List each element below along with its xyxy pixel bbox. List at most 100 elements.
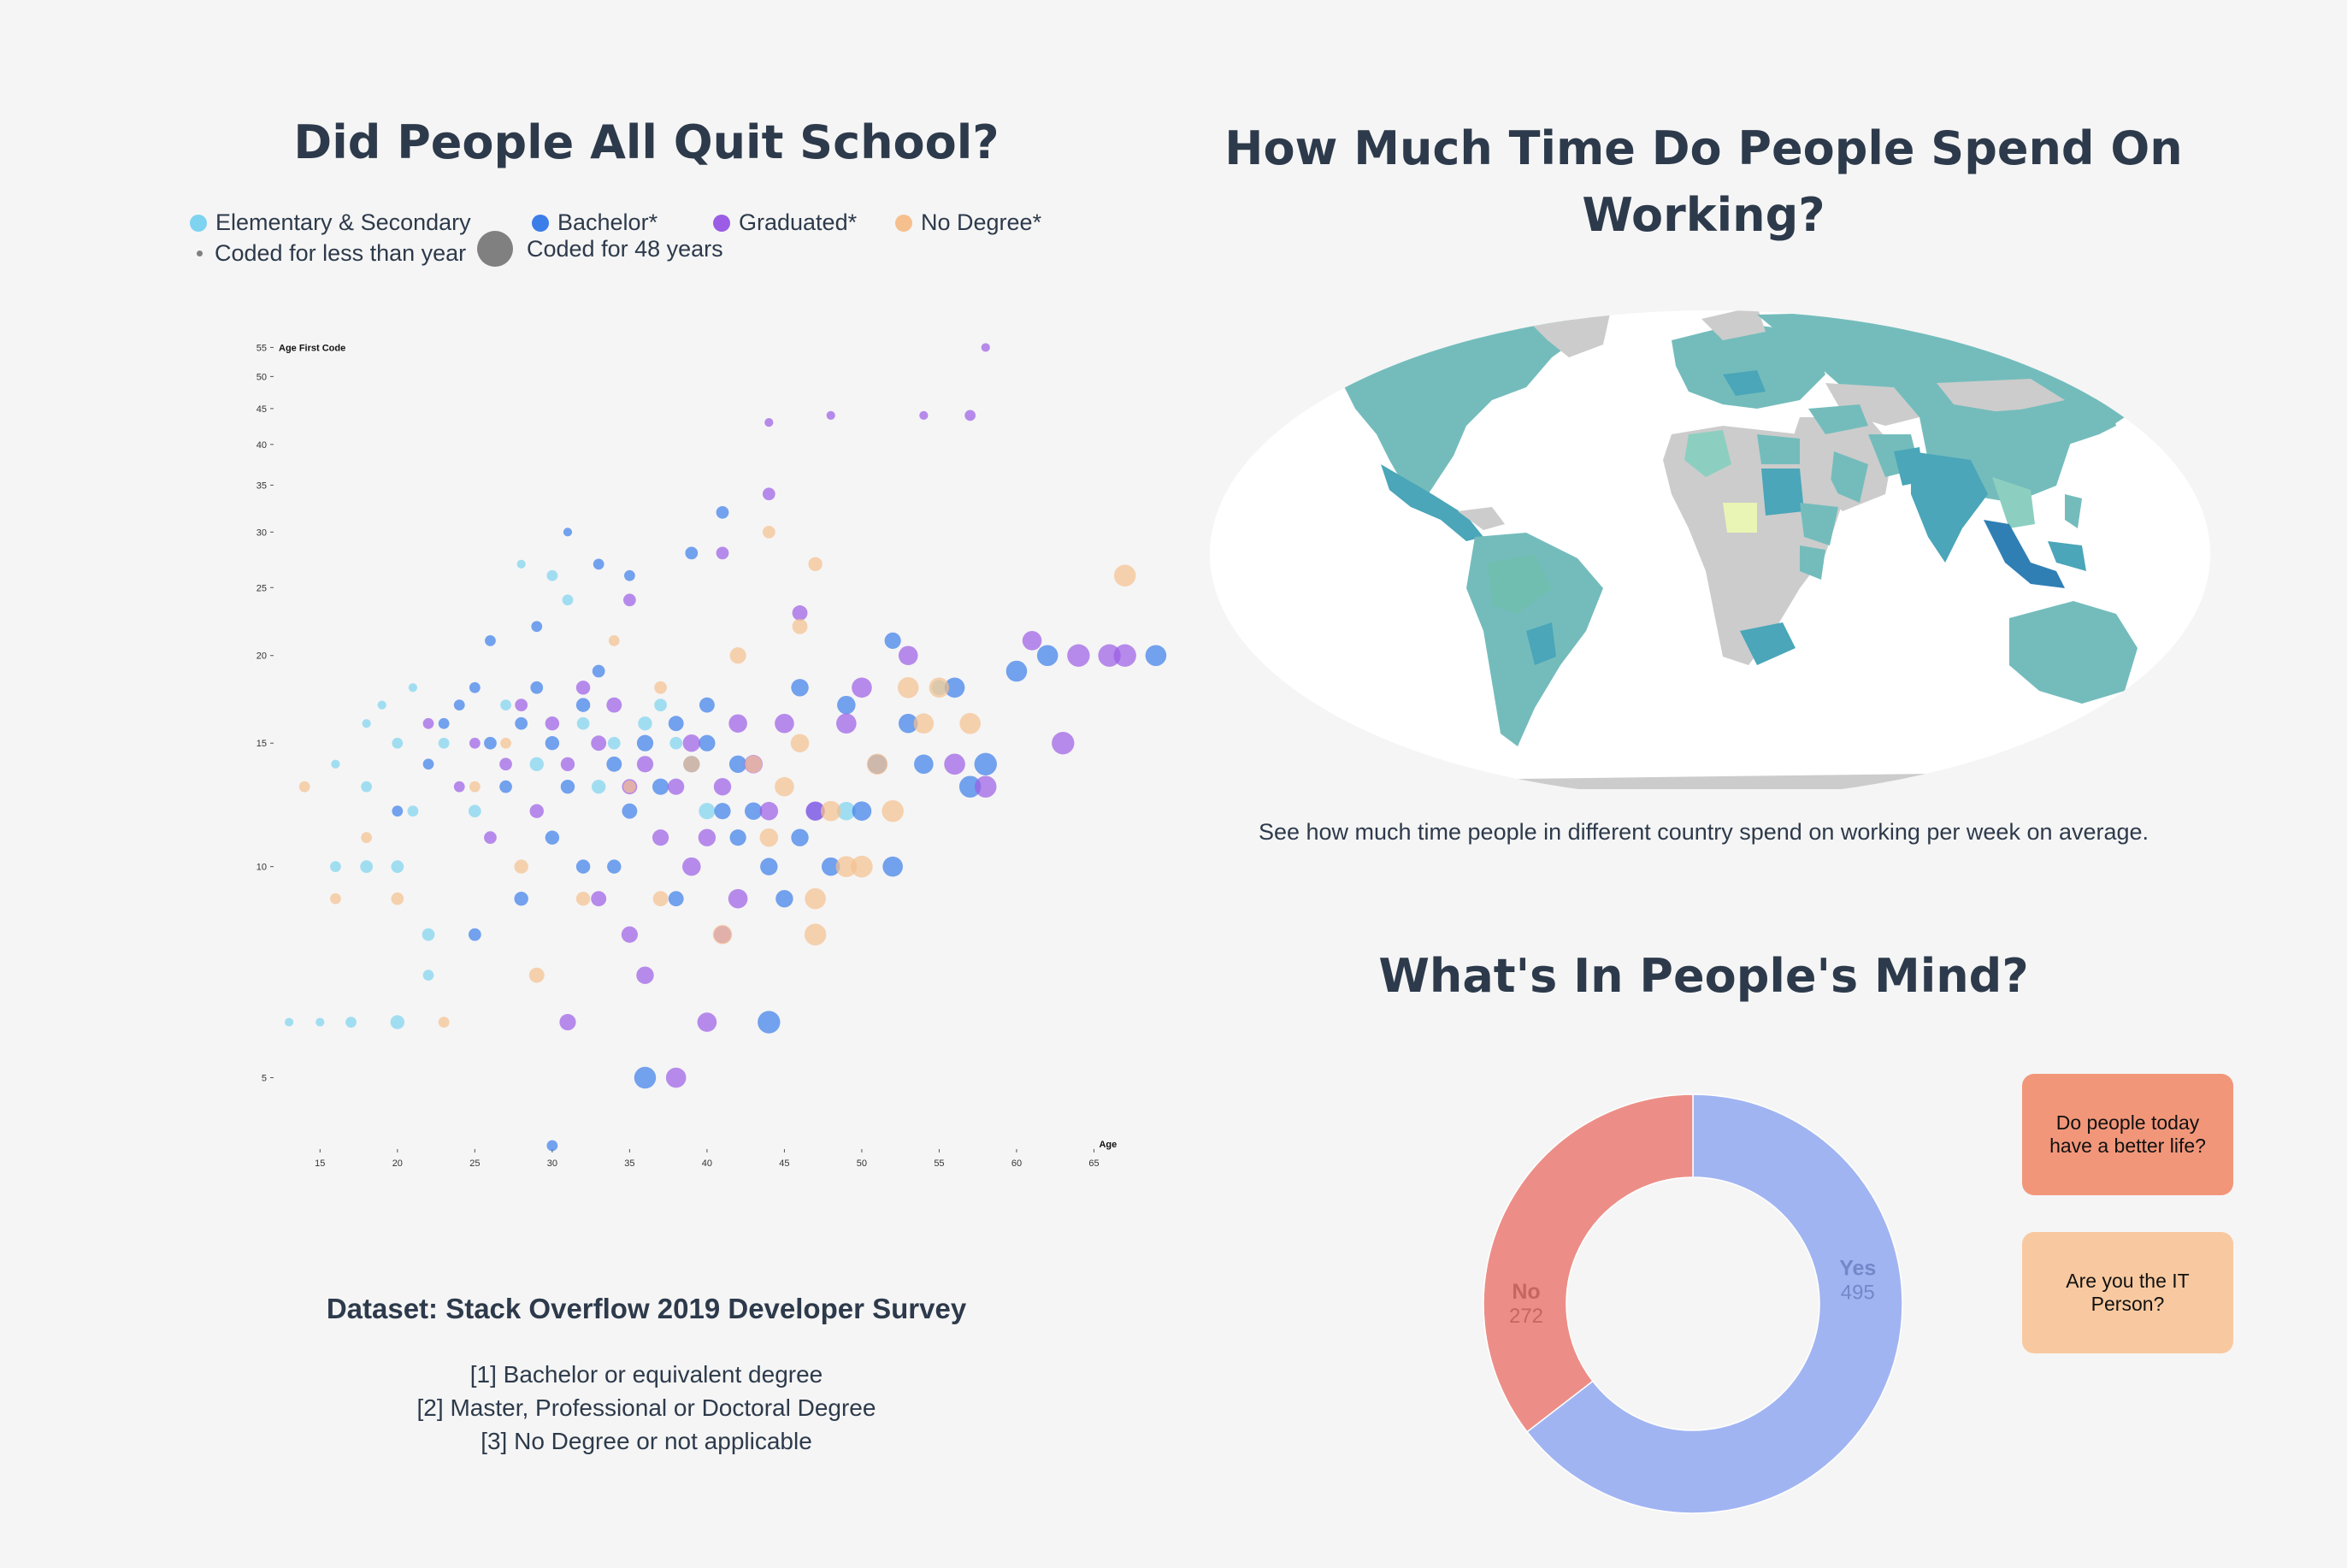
scatter-point[interactable] — [285, 1017, 294, 1027]
scatter-point[interactable] — [697, 1012, 717, 1032]
scatter-point[interactable] — [685, 546, 699, 560]
scatter-point[interactable] — [484, 831, 497, 845]
scatter-point[interactable] — [852, 677, 872, 699]
scatter-point[interactable] — [608, 634, 620, 646]
scatter-point[interactable] — [712, 924, 733, 945]
scatter-point[interactable] — [438, 737, 450, 749]
country-mexico[interactable] — [1381, 464, 1483, 541]
country-kazakhstan[interactable] — [1825, 383, 1919, 426]
scatter-point[interactable] — [1036, 645, 1059, 667]
country-algeria[interactable] — [1684, 430, 1731, 477]
scatter-point[interactable] — [623, 569, 635, 581]
country-indochina[interactable] — [1992, 477, 2035, 528]
country-turkey[interactable] — [1808, 404, 1868, 434]
country-nigeria[interactable] — [1723, 503, 1757, 533]
scatter-point[interactable] — [345, 1017, 357, 1028]
country-saudi-arabia[interactable] — [1830, 451, 1868, 503]
country-scandinavia-gap[interactable] — [1701, 306, 1766, 340]
country-central-europe[interactable] — [1723, 370, 1766, 396]
country-australia[interactable] — [2009, 601, 2138, 704]
scatter-point[interactable] — [762, 525, 775, 539]
scatter-point[interactable] — [575, 891, 591, 906]
scatter-point[interactable] — [545, 736, 560, 751]
scatter-point[interactable] — [331, 759, 340, 769]
scatter-point[interactable] — [422, 758, 434, 770]
scatter-point[interactable] — [469, 781, 481, 793]
scatter-point[interactable] — [652, 829, 669, 846]
scatter-point[interactable] — [529, 757, 544, 771]
country-indonesia[interactable] — [1984, 520, 2065, 588]
scatter-point[interactable] — [391, 860, 404, 873]
scatter-point[interactable] — [514, 891, 528, 906]
scatter-point[interactable] — [882, 856, 903, 877]
scatter-point[interactable] — [531, 621, 543, 633]
legend-item-no-degree[interactable]: No Degree* — [895, 209, 1041, 236]
scatter-point[interactable] — [575, 681, 591, 695]
scatter-point[interactable] — [898, 645, 918, 666]
country-sudan[interactable] — [1761, 469, 1804, 516]
scatter-point[interactable] — [1067, 644, 1090, 667]
scatter-point[interactable] — [682, 734, 700, 752]
scatter-point[interactable] — [1005, 660, 1028, 682]
legend-item-elementary[interactable]: Elementary & Secondary — [190, 209, 471, 236]
scatter-point[interactable] — [1098, 644, 1121, 667]
scatter-point[interactable] — [805, 801, 825, 821]
question-it-person-button[interactable]: Are you the IT Person? — [2022, 1232, 2233, 1353]
scatter-point[interactable] — [468, 805, 481, 818]
country-borneo[interactable] — [2048, 541, 2086, 571]
scatter-point[interactable] — [762, 487, 775, 501]
scatter-point[interactable] — [621, 926, 638, 943]
scatter-point[interactable] — [699, 803, 716, 820]
scatter-point[interactable] — [866, 753, 888, 775]
scatter-point[interactable] — [728, 714, 747, 733]
scatter-point[interactable] — [484, 736, 497, 750]
scatter-point[interactable] — [623, 593, 636, 607]
scatter-point[interactable] — [377, 700, 386, 710]
scatter-point[interactable] — [764, 417, 774, 427]
scatter-point[interactable] — [826, 410, 835, 420]
scatter-point[interactable] — [422, 970, 434, 981]
scatter-point[interactable] — [1113, 564, 1136, 587]
scatter-point[interactable] — [958, 775, 982, 798]
scatter-point[interactable] — [530, 681, 544, 694]
scatter-point[interactable] — [975, 775, 997, 798]
scatter-point[interactable] — [469, 681, 481, 693]
scatter-point[interactable] — [820, 800, 841, 822]
country-south-africa[interactable] — [1740, 622, 1796, 665]
scatter-point[interactable] — [852, 801, 872, 821]
scatter-point[interactable] — [592, 664, 605, 678]
scatter-point[interactable] — [636, 966, 654, 984]
scatter-point[interactable] — [330, 861, 341, 873]
scatter-point[interactable] — [330, 893, 341, 905]
scatter-point[interactable] — [884, 632, 901, 649]
scatter-point[interactable] — [392, 737, 404, 749]
scatter-point[interactable] — [546, 1140, 558, 1152]
scatter-point[interactable] — [392, 805, 404, 817]
scatter-point[interactable] — [529, 804, 544, 818]
scatter-point[interactable] — [606, 697, 622, 713]
scatter-point[interactable] — [759, 801, 779, 821]
scatter-point[interactable] — [914, 754, 934, 775]
scatter-point[interactable] — [964, 410, 976, 421]
scatter-point[interactable] — [745, 755, 763, 773]
country-europe[interactable] — [1672, 323, 1825, 409]
scatter-point[interactable] — [576, 716, 590, 730]
scatter-point[interactable] — [683, 756, 700, 773]
scatter-point[interactable] — [560, 757, 575, 771]
country-brazil-north[interactable] — [1488, 554, 1552, 614]
scatter-point[interactable] — [654, 699, 667, 711]
scatter-point[interactable] — [315, 1017, 325, 1027]
scatter-point[interactable] — [634, 1066, 657, 1089]
scatter-point[interactable] — [575, 698, 591, 712]
scatter-point[interactable] — [836, 713, 857, 734]
country-ethiopia[interactable] — [1800, 503, 1838, 545]
world-map[interactable] — [1210, 306, 2210, 789]
scatter-point[interactable] — [897, 676, 919, 699]
country-kenya[interactable] — [1800, 545, 1825, 580]
scatter-point[interactable] — [407, 805, 419, 817]
legend-item-bachelor[interactable]: Bachelor* — [532, 209, 658, 236]
country-india[interactable] — [1911, 451, 1988, 563]
scatter-point[interactable] — [514, 859, 528, 874]
scatter-point[interactable] — [391, 892, 404, 905]
scatter-point[interactable] — [759, 828, 779, 847]
